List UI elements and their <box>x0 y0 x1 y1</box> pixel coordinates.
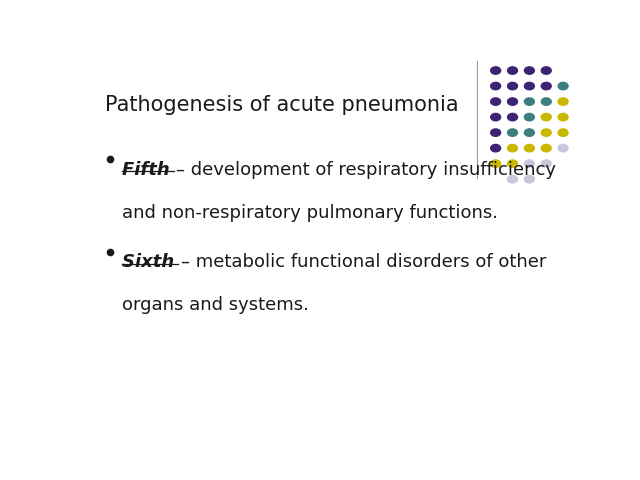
Circle shape <box>524 98 534 105</box>
Circle shape <box>524 176 534 183</box>
Circle shape <box>508 83 518 90</box>
Text: organs and systems.: organs and systems. <box>122 296 309 314</box>
Circle shape <box>558 144 568 152</box>
Circle shape <box>491 67 500 74</box>
Circle shape <box>541 160 551 168</box>
Text: Pathogenesis of acute pneumonia: Pathogenesis of acute pneumonia <box>105 95 458 115</box>
Circle shape <box>508 129 518 136</box>
Circle shape <box>508 160 518 168</box>
Circle shape <box>541 67 551 74</box>
Circle shape <box>541 113 551 121</box>
Circle shape <box>491 83 500 90</box>
Circle shape <box>558 98 568 105</box>
Circle shape <box>541 129 551 136</box>
Circle shape <box>508 98 518 105</box>
Text: – development of respiratory insufficiency: – development of respiratory insufficien… <box>176 161 556 179</box>
Circle shape <box>558 129 568 136</box>
Circle shape <box>491 129 500 136</box>
Circle shape <box>508 113 518 121</box>
Circle shape <box>541 98 551 105</box>
Circle shape <box>541 83 551 90</box>
Text: Sixth: Sixth <box>122 253 180 272</box>
Circle shape <box>524 67 534 74</box>
Circle shape <box>491 160 500 168</box>
Circle shape <box>541 144 551 152</box>
Circle shape <box>508 67 518 74</box>
Circle shape <box>508 176 518 183</box>
Circle shape <box>508 144 518 152</box>
Circle shape <box>491 98 500 105</box>
Circle shape <box>524 144 534 152</box>
Text: and non-respiratory pulmonary functions.: and non-respiratory pulmonary functions. <box>122 204 498 222</box>
Circle shape <box>558 83 568 90</box>
Text: Fifth: Fifth <box>122 161 176 179</box>
Circle shape <box>491 113 500 121</box>
Circle shape <box>524 83 534 90</box>
Circle shape <box>524 113 534 121</box>
Circle shape <box>491 144 500 152</box>
Circle shape <box>524 160 534 168</box>
Circle shape <box>558 113 568 121</box>
Circle shape <box>524 129 534 136</box>
Text: – metabolic functional disorders of other: – metabolic functional disorders of othe… <box>180 253 546 272</box>
